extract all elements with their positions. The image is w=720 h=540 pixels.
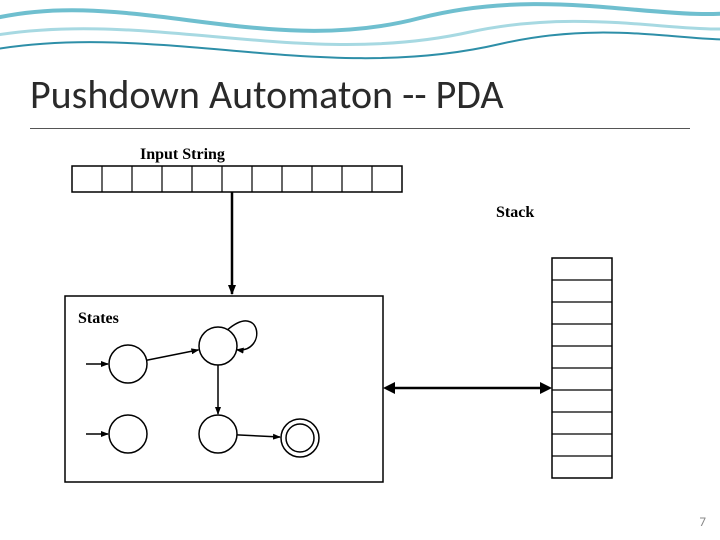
connector-arrows <box>232 192 552 394</box>
input-tape <box>72 166 402 192</box>
state-nodes <box>86 321 319 457</box>
stack-structure <box>552 258 612 478</box>
states-box <box>65 296 383 482</box>
diagram-svg <box>0 0 720 540</box>
decorative-waves <box>0 4 720 58</box>
